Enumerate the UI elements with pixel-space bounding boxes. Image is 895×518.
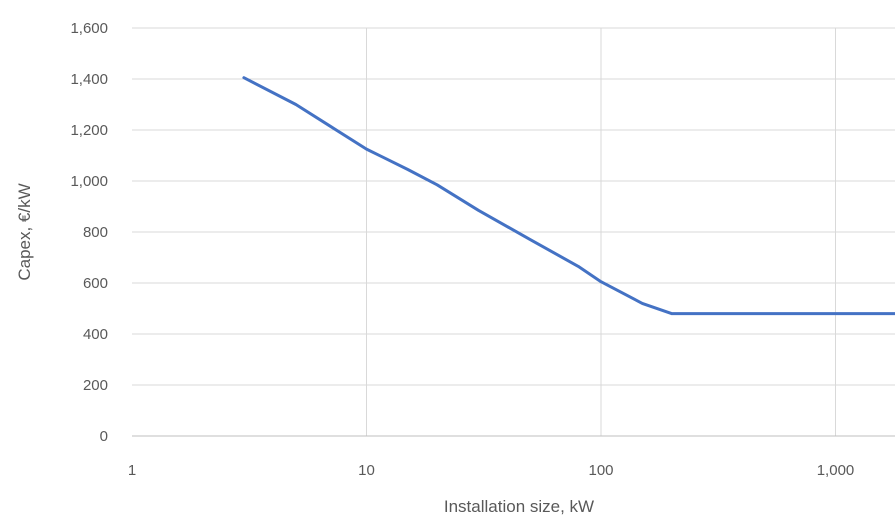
y-tick-label: 400 bbox=[83, 326, 108, 343]
y-tick-label: 800 bbox=[83, 224, 108, 241]
y-axis-title: Capex, €/kW bbox=[15, 183, 34, 280]
y-tick-label: 0 bbox=[100, 428, 108, 445]
x-tick-label: 100 bbox=[588, 462, 613, 479]
y-gridlines bbox=[132, 27, 895, 386]
series-group bbox=[242, 76, 895, 316]
y-tick-label: 200 bbox=[83, 377, 108, 394]
y-tick-label: 1,400 bbox=[70, 71, 108, 88]
y-tick-labels: 0 200 400 600 800 1,000 1,200 1,400 1,600 bbox=[70, 20, 108, 445]
x-tick-label: 10 bbox=[358, 462, 375, 479]
x-tick-label: 1,000 bbox=[817, 462, 855, 479]
x-tick-labels: 1 10 100 1,000 bbox=[128, 462, 854, 479]
x-tick-label: 1 bbox=[128, 462, 136, 479]
x-axis-title: Installation size, kW bbox=[444, 497, 594, 516]
y-tick-label: 1,600 bbox=[70, 20, 108, 37]
y-tick-label: 1,200 bbox=[70, 122, 108, 139]
y-tick-label: 600 bbox=[83, 275, 108, 292]
capex-series-line bbox=[242, 76, 895, 316]
y-tick-label: 1,000 bbox=[70, 173, 108, 190]
